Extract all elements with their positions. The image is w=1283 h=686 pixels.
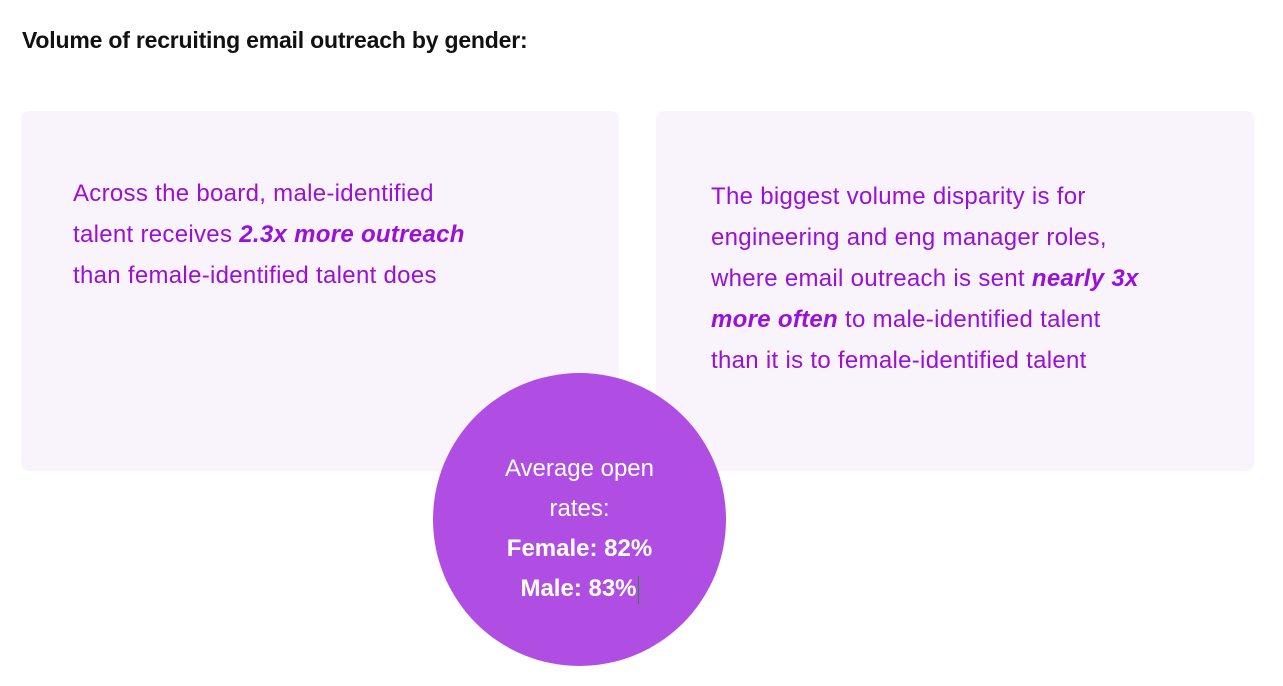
stat-card-text: The biggest volume disparity is for engi…	[711, 176, 1139, 381]
text-line: where email outreach is sent nearly 3x	[711, 258, 1139, 299]
text-line: The biggest volume disparity is for	[711, 183, 1086, 210]
text-line: than female-identified talent does	[73, 262, 437, 289]
emphasis-text: 2.3x more outreach	[239, 221, 465, 248]
emphasis-text: nearly 3x	[1031, 265, 1139, 292]
open-rates-label: rates:	[549, 495, 610, 522]
section-heading: Volume of recruiting email outreach by g…	[22, 27, 528, 53]
open-rates-label: Average open	[504, 455, 654, 482]
text-line: engineering and eng manager roles,	[711, 224, 1107, 251]
emphasis-text: more often	[711, 306, 839, 333]
stat-card-overall: Across the board, male-identified talent…	[21, 111, 619, 471]
stat-card-text: Across the board, male-identified talent…	[73, 173, 465, 296]
text-span: talent receives	[73, 221, 240, 248]
text-line: than it is to female-identified talent	[711, 347, 1087, 374]
male-open-rate: Male: 83%	[520, 575, 637, 602]
text-line: Across the board, male-identified	[73, 180, 434, 207]
text-line: more often to male-identified talent	[711, 299, 1139, 340]
open-rates-circle: Average open rates: Female: 82% Male: 83…	[433, 373, 726, 666]
open-rates-text: Average open rates: Female: 82% Male: 83…	[433, 449, 726, 609]
text-span: where email outreach is sent	[711, 265, 1032, 292]
text-line: talent receives 2.3x more outreach	[73, 214, 465, 255]
female-open-rate: Female: 82%	[506, 535, 653, 562]
male-open-rate-line[interactable]: Male: 83%	[433, 569, 726, 609]
text-span: to male-identified talent	[838, 306, 1101, 333]
text-cursor	[637, 575, 639, 604]
stat-card-engineering: The biggest volume disparity is for engi…	[656, 111, 1254, 471]
